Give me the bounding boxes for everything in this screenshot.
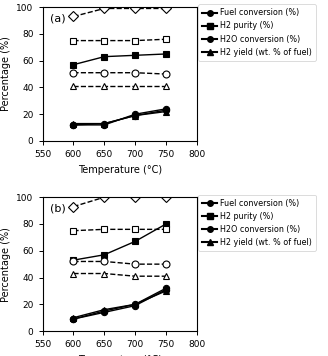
- Y-axis label: Percentage (%): Percentage (%): [1, 227, 11, 302]
- X-axis label: Temperature (°C): Temperature (°C): [78, 355, 162, 356]
- Text: (b): (b): [51, 204, 66, 214]
- Legend: Fuel conversion (%), H2 purity (%), H2O conversion (%), H2 yield (wt. % of fuel): Fuel conversion (%), H2 purity (%), H2O …: [198, 4, 316, 61]
- Legend: Fuel conversion (%), H2 purity (%), H2O conversion (%), H2 yield (wt. % of fuel): Fuel conversion (%), H2 purity (%), H2O …: [198, 194, 316, 251]
- Text: (a): (a): [51, 14, 66, 24]
- Y-axis label: Percentage (%): Percentage (%): [1, 37, 11, 111]
- X-axis label: Temperature (°C): Temperature (°C): [78, 164, 162, 174]
